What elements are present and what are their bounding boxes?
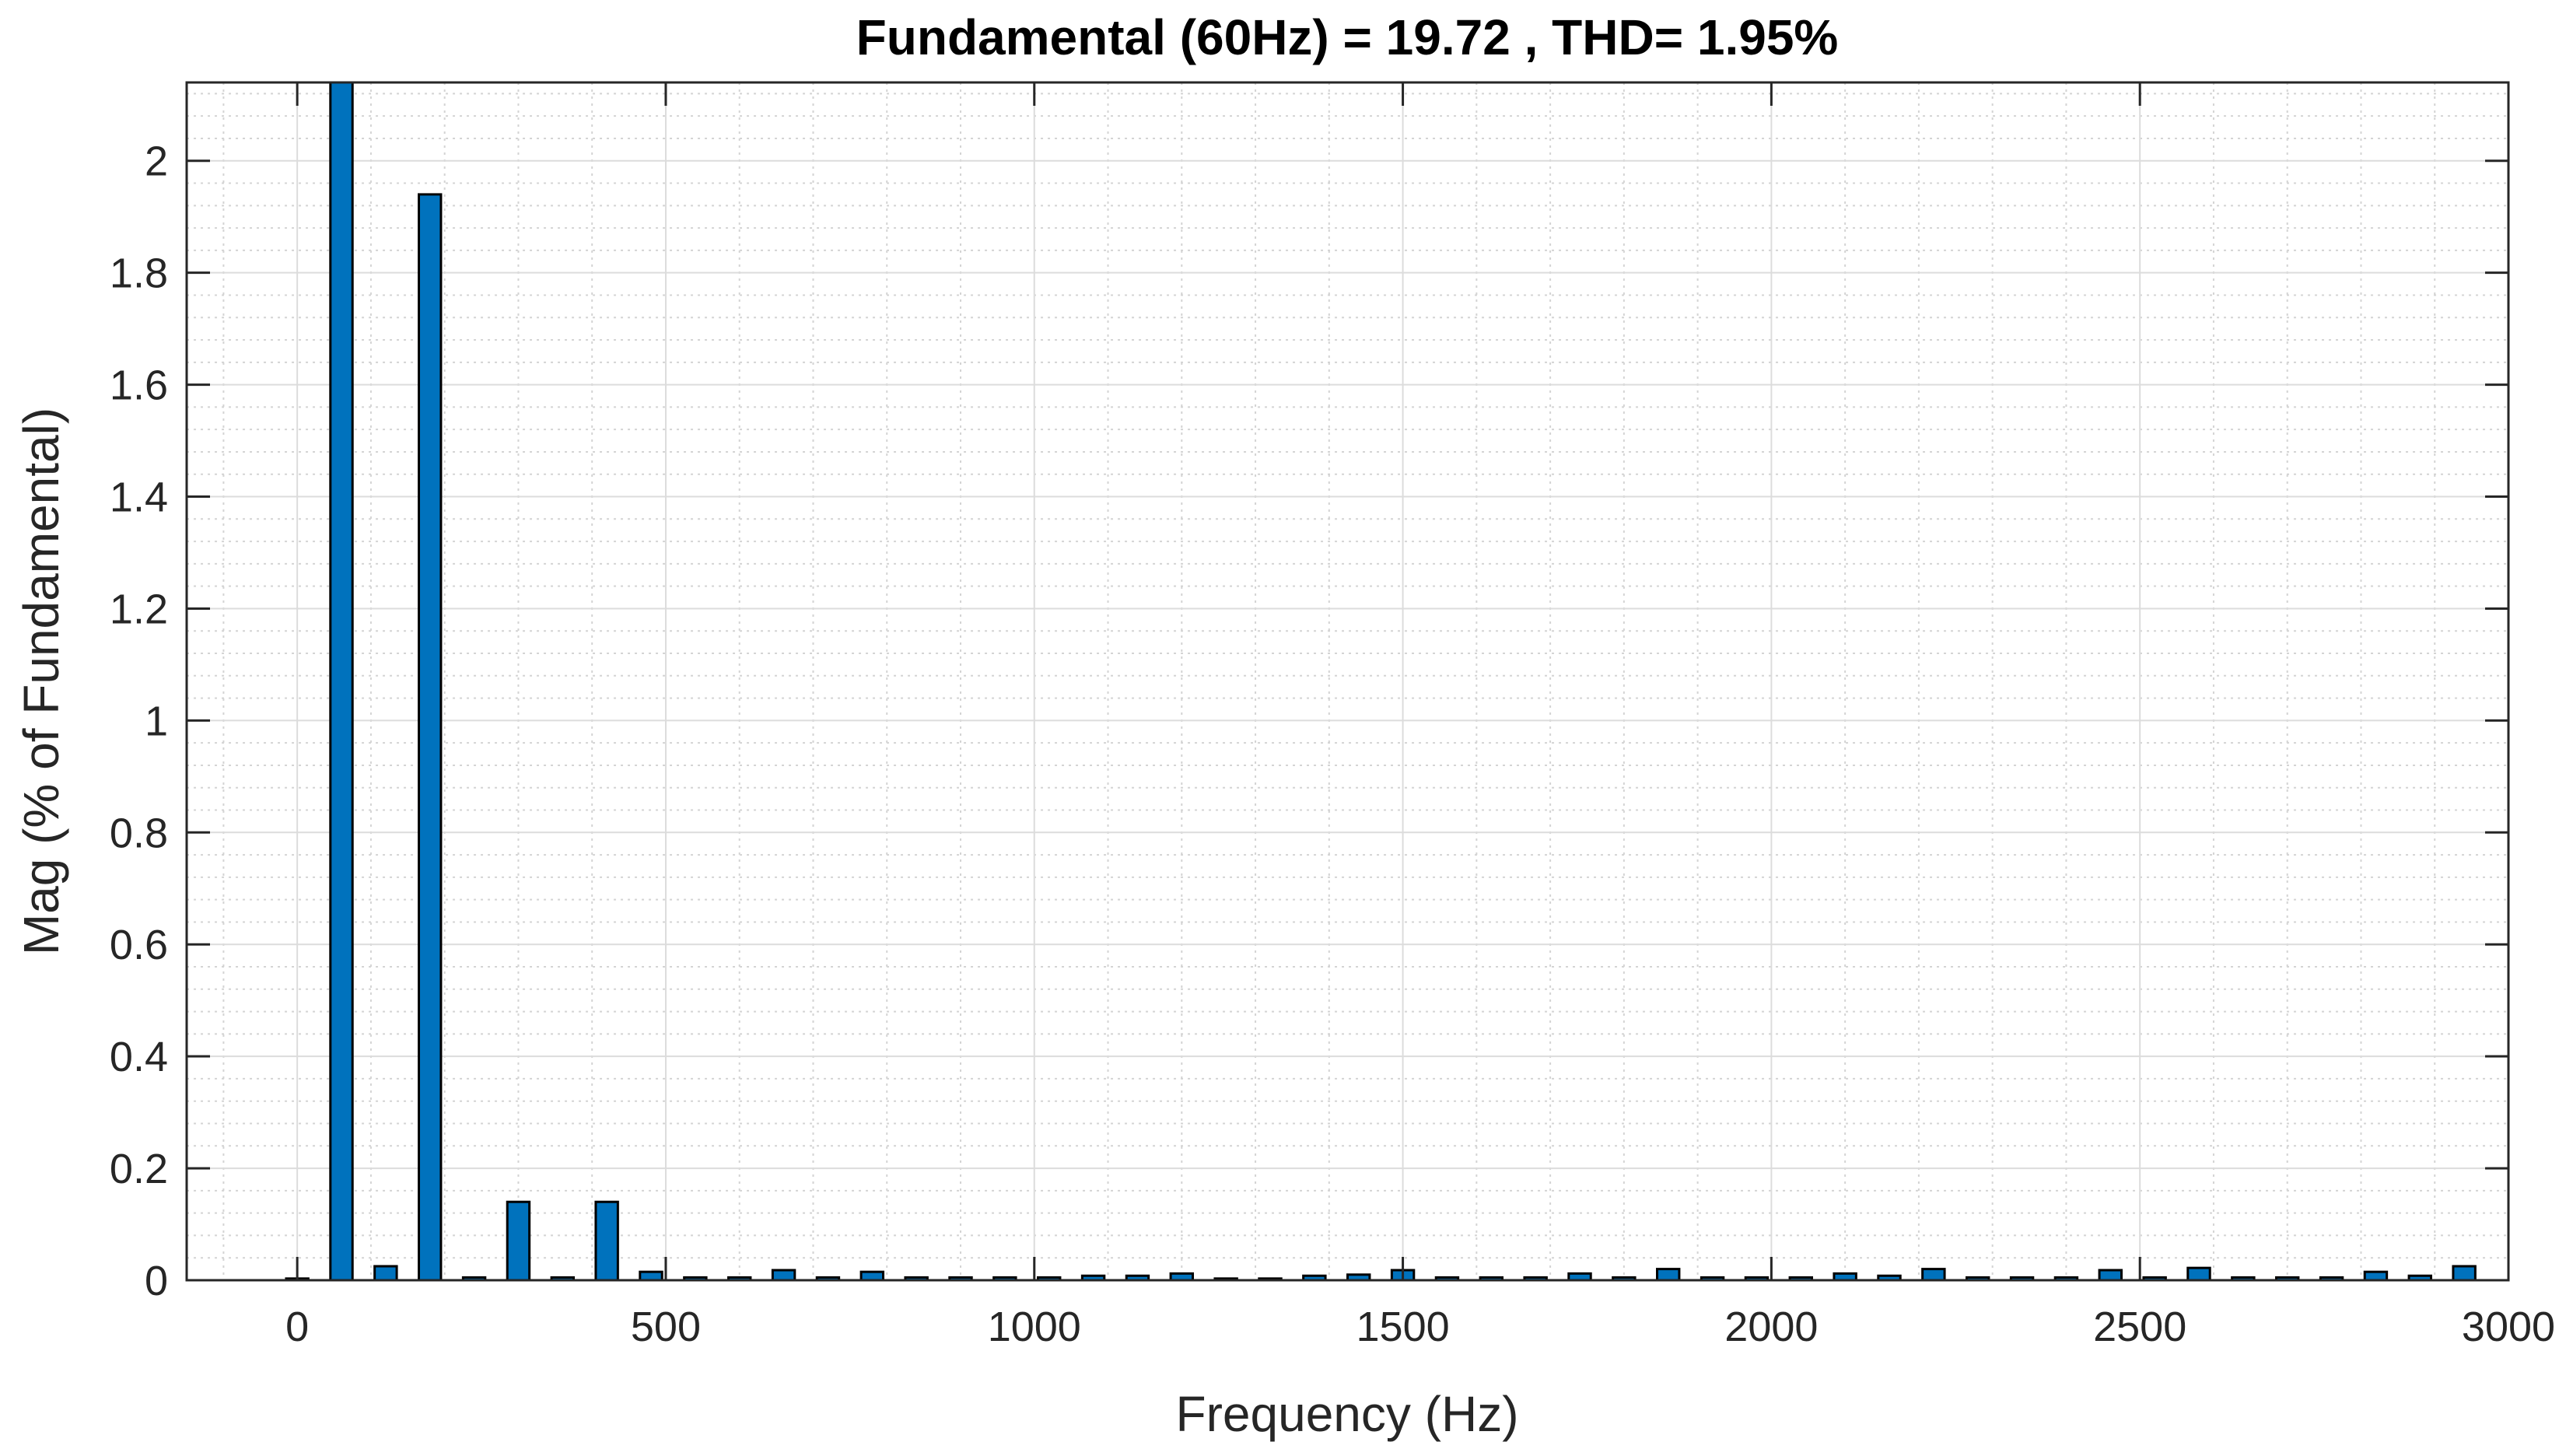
chart-title: Fundamental (60Hz) = 19.72 , THD= 1.95% [856, 9, 1839, 65]
y-tick-label: 0.4 [110, 1034, 168, 1080]
plot-frame [185, 81, 2510, 1282]
y-tick-label: 0 [145, 1258, 168, 1304]
y-tick-label: 0.6 [110, 922, 168, 968]
bar-2460hz [2098, 1269, 2123, 1282]
y-tick-label: 1 [145, 698, 168, 744]
x-tick-label: 500 [631, 1304, 701, 1350]
y-tick-label: 0.2 [110, 1146, 168, 1192]
bar-120hz [373, 1265, 398, 1282]
y-tick-label: 0.8 [110, 810, 168, 856]
x-tick-label: 1000 [988, 1304, 1081, 1350]
bar-660hz [771, 1269, 796, 1282]
bar-2220hz [1921, 1268, 1946, 1282]
x-tick-label: 2500 [2093, 1304, 2186, 1350]
bar-180hz [418, 193, 443, 1282]
y-tick-label: 1.2 [110, 586, 168, 632]
x-tick-labels: 0 500 1000 1500 2000 2500 3000 [285, 1304, 2555, 1350]
bar-780hz [859, 1270, 884, 1282]
x-tick-label: 1500 [1357, 1304, 1450, 1350]
x-tick-label: 3000 [2462, 1304, 2555, 1350]
bar-1860hz [1656, 1268, 1681, 1282]
x-tick-label: 0 [285, 1304, 309, 1350]
bar-2820hz [2363, 1270, 2389, 1282]
axis-ticks [187, 82, 2510, 1282]
y-tick-label: 1.8 [110, 250, 168, 297]
bar-2940hz [2452, 1265, 2477, 1282]
bar-60hz [329, 81, 354, 1282]
x-axis-title: Frequency (Hz) [1176, 1386, 1519, 1442]
y-tick-label: 2 [145, 138, 168, 185]
y-axis-title: Mag (% of Fundamental) [13, 408, 69, 955]
minor-grid [187, 82, 2508, 1280]
bar-420hz [594, 1200, 619, 1282]
plot-area [187, 82, 2508, 1280]
bar-2580hz [2186, 1266, 2211, 1282]
x-tick-label: 2000 [1724, 1304, 1818, 1350]
y-tick-labels: 0 0.2 0.4 0.6 0.8 1 1.2 1.4 1.6 1.8 2 [110, 138, 168, 1304]
bar-480hz [639, 1270, 663, 1282]
y-tick-label: 1.6 [110, 362, 168, 409]
y-tick-label: 1.4 [110, 474, 168, 521]
bar-300hz [506, 1200, 531, 1282]
